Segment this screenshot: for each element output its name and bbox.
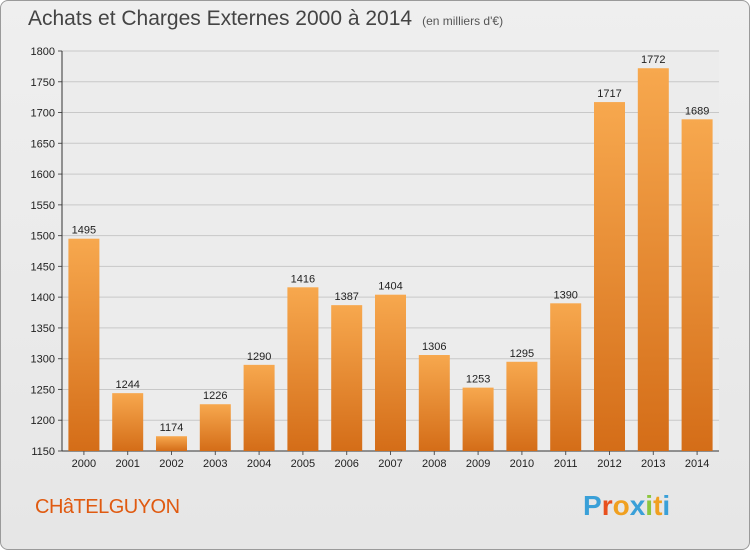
bar <box>68 238 100 451</box>
bar <box>594 102 625 452</box>
chart-title: Achats et Charges Externes 2000 à 2014 (e… <box>28 7 503 31</box>
bar <box>199 404 231 451</box>
bar-value-label: 1689 <box>685 105 709 117</box>
proxiti-logo: Proxiti <box>583 490 671 521</box>
bar <box>418 355 450 451</box>
y-tick-label: 1250 <box>31 384 55 396</box>
x-tick-label: 2008 <box>422 458 446 470</box>
bar-value-label: 1404 <box>378 281 402 293</box>
bar-value-label: 1244 <box>115 379 139 391</box>
bar <box>112 393 144 451</box>
y-tick-label: 1300 <box>31 354 55 366</box>
bar-value-label: 1306 <box>422 341 446 353</box>
x-tick-label: 2011 <box>554 458 578 470</box>
town-name: CHâTELGUYON <box>35 496 180 518</box>
bar-value-label: 1174 <box>160 422 184 434</box>
y-tick-label: 1800 <box>31 46 55 58</box>
bar <box>331 305 363 451</box>
x-tick-label: 2006 <box>334 458 358 470</box>
y-tick-label: 1150 <box>31 446 55 458</box>
y-tick-label: 1750 <box>31 77 55 89</box>
bar <box>287 287 319 451</box>
x-tick-label: 2014 <box>685 458 709 470</box>
y-tick-label: 1350 <box>31 323 55 335</box>
y-tick-label: 1650 <box>31 138 55 150</box>
x-tick-label: 2010 <box>510 458 534 470</box>
bar-value-label: 1390 <box>553 289 577 301</box>
x-tick-label: 2007 <box>378 458 402 470</box>
bar-value-label: 1495 <box>72 225 96 237</box>
x-tick-label: 2003 <box>203 458 227 470</box>
bar-value-label: 1717 <box>597 88 621 100</box>
bar <box>506 361 538 451</box>
bar-value-label: 1226 <box>203 390 227 402</box>
x-tick-label: 2001 <box>115 458 139 470</box>
x-tick-label: 2000 <box>72 458 96 470</box>
bar <box>550 303 582 451</box>
bar-value-label: 1295 <box>510 348 534 360</box>
y-tick-label: 1500 <box>31 231 55 243</box>
bar <box>375 294 406 451</box>
bar <box>637 68 669 451</box>
bar-value-label: 1253 <box>466 374 490 386</box>
bar <box>243 364 275 451</box>
x-tick-label: 2002 <box>159 458 183 470</box>
x-tick-label: 2005 <box>291 458 315 470</box>
y-tick-label: 1700 <box>31 108 55 120</box>
bar-value-label: 1387 <box>334 291 358 303</box>
bar-value-label: 1416 <box>291 273 315 285</box>
bar-value-label: 1772 <box>641 54 665 66</box>
chart-title-text: Achats et Charges Externes 2000 à 2014 <box>28 7 413 30</box>
x-tick-label: 2013 <box>641 458 665 470</box>
y-tick-label: 1450 <box>31 261 55 273</box>
x-tick-label: 2012 <box>597 458 621 470</box>
y-tick-label: 1600 <box>31 169 55 181</box>
x-tick-label: 2009 <box>466 458 490 470</box>
y-tick-label: 1550 <box>31 200 55 212</box>
y-tick-label: 1400 <box>31 292 55 304</box>
bar-value-label: 1290 <box>247 351 271 363</box>
bar <box>681 119 713 452</box>
y-tick-label: 1200 <box>31 415 55 427</box>
bar <box>462 387 494 451</box>
chart-subtitle: (en milliers d'€) <box>422 14 504 28</box>
x-tick-label: 2004 <box>247 458 271 470</box>
bar <box>156 436 187 451</box>
